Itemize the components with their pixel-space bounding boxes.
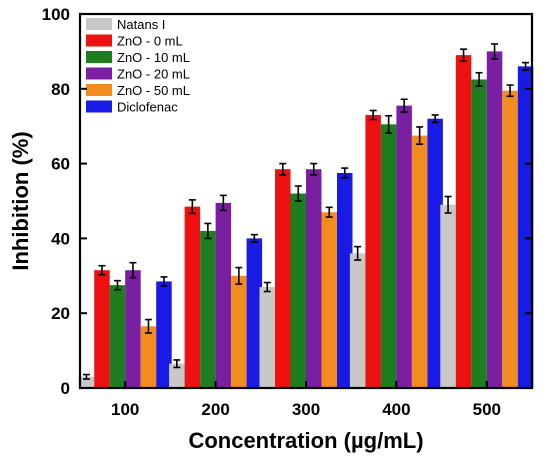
legend-label: Natans I bbox=[117, 17, 165, 32]
bar bbox=[427, 118, 443, 388]
bar bbox=[231, 275, 247, 388]
bar bbox=[290, 193, 306, 388]
y-axis-ticks: 0 20 40 60 80 100 bbox=[42, 5, 532, 398]
bar bbox=[349, 253, 366, 388]
legend-label: ZnO - 20 mL bbox=[117, 67, 190, 82]
y-tick-label: 60 bbox=[51, 155, 70, 174]
plot-frame bbox=[78, 12, 534, 390]
bar bbox=[215, 202, 232, 388]
bar bbox=[471, 79, 487, 388]
bar bbox=[411, 135, 428, 388]
bar bbox=[109, 285, 126, 388]
x-axis-ticks: 100 200 300 400 500 bbox=[111, 381, 501, 419]
x-tick-label: 500 bbox=[473, 400, 501, 419]
y-tick-label: 40 bbox=[51, 229, 70, 248]
legend-label: Diclofenac bbox=[117, 100, 178, 115]
bar bbox=[184, 206, 201, 388]
legend-swatch bbox=[86, 84, 112, 96]
bar bbox=[156, 281, 172, 388]
x-axis-title: Concentration (µg/mL) bbox=[188, 428, 423, 453]
bar bbox=[365, 114, 381, 388]
y-tick-label: 80 bbox=[51, 80, 70, 99]
bar bbox=[321, 212, 337, 388]
legend-label: ZnO - 0 mL bbox=[117, 34, 183, 49]
legend-swatch bbox=[86, 51, 112, 63]
bar bbox=[517, 66, 534, 389]
bar bbox=[306, 169, 322, 388]
bar bbox=[125, 270, 141, 388]
bar bbox=[502, 90, 518, 389]
bar bbox=[337, 172, 353, 388]
legend-label: ZnO - 10 mL bbox=[117, 50, 190, 65]
bar bbox=[200, 230, 216, 388]
bar bbox=[94, 270, 110, 388]
legend-swatch bbox=[86, 67, 112, 80]
bar bbox=[246, 238, 263, 388]
bar bbox=[440, 204, 456, 388]
bar bbox=[455, 55, 472, 388]
legend-swatch bbox=[86, 100, 112, 113]
y-tick-label: 100 bbox=[42, 5, 70, 24]
bar bbox=[486, 51, 503, 389]
bar bbox=[396, 105, 412, 388]
x-tick-label: 200 bbox=[201, 400, 229, 419]
legend-swatch bbox=[86, 18, 112, 30]
bar bbox=[259, 287, 275, 388]
y-tick-label: 0 bbox=[61, 379, 70, 398]
bar bbox=[169, 363, 185, 388]
x-tick-label: 100 bbox=[111, 400, 139, 419]
legend-swatch bbox=[86, 34, 112, 47]
bar bbox=[275, 169, 291, 388]
bar bbox=[140, 326, 157, 388]
bar bbox=[380, 124, 397, 388]
y-axis-title: Inhibition (%) bbox=[8, 131, 33, 270]
legend-label: ZnO - 50 mL bbox=[117, 83, 190, 98]
x-tick-label: 400 bbox=[382, 400, 410, 419]
bars bbox=[78, 43, 534, 389]
x-tick-label: 300 bbox=[292, 400, 320, 419]
y-tick-label: 20 bbox=[51, 304, 70, 323]
bar bbox=[78, 376, 95, 388]
